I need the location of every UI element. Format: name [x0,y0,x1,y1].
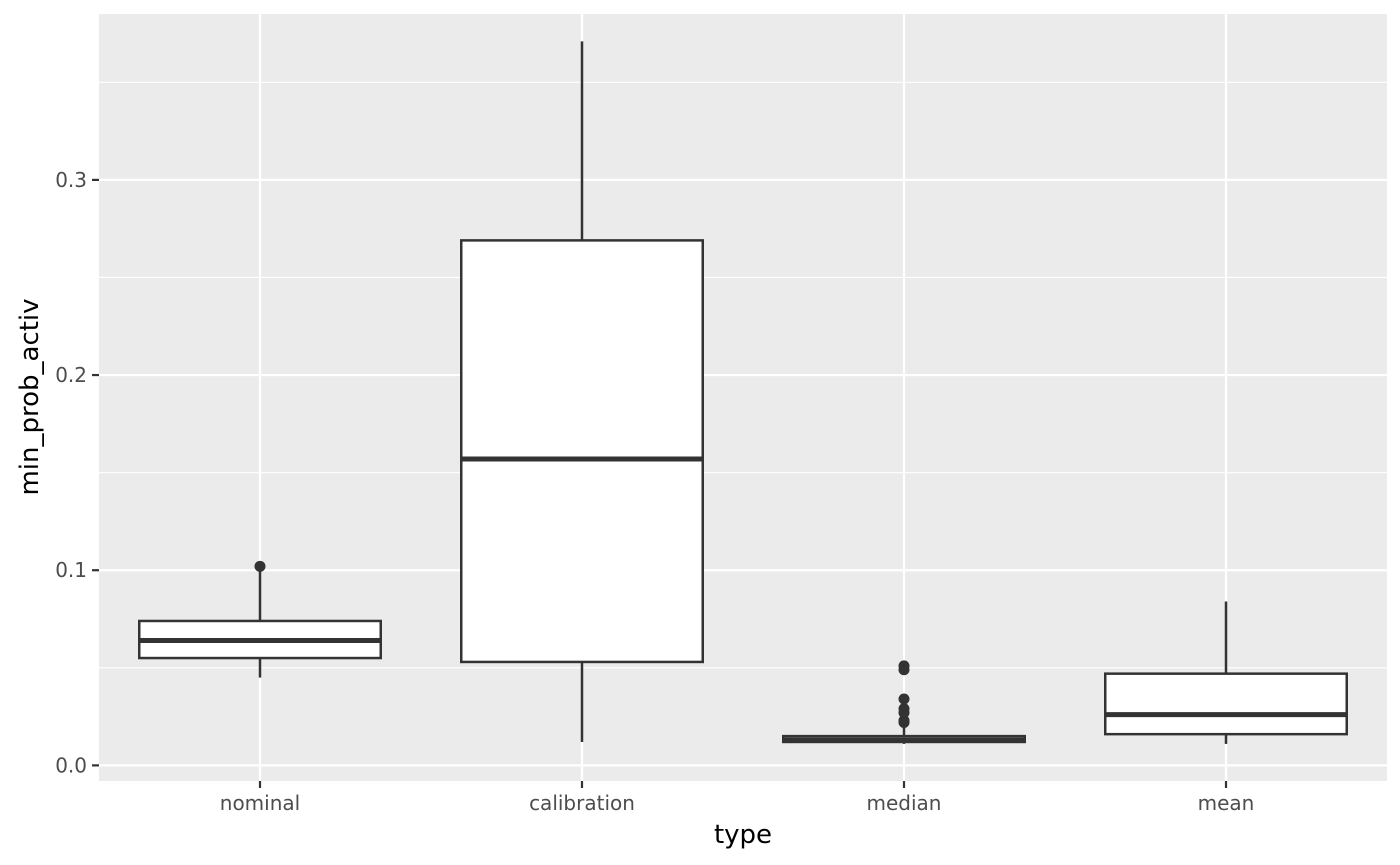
y-tick-label: 0.0 [55,753,87,777]
outlier-point [898,703,910,715]
x-axis-title: type [714,820,772,850]
x-tick-label: median [867,791,942,815]
plot-panel [99,14,1387,781]
y-tick-label: 0.3 [55,168,87,192]
outlier-point [898,714,910,726]
box-iqr [1104,672,1348,736]
outlier-point [898,693,910,705]
y-tick-label: 0.1 [55,558,87,582]
x-tick-label: mean [1198,791,1255,815]
boxes-layer [138,41,1348,744]
box-iqr [460,239,704,664]
outlier-point [898,660,910,672]
outlier-point [254,560,266,572]
box-mean [1104,601,1348,744]
box-median [782,660,1026,744]
x-tick-label: nominal [220,791,300,815]
x-axis: nominal calibration median mean [220,781,1255,815]
y-tick-label: 0.2 [55,363,87,387]
x-tick-label: calibration [529,791,635,815]
y-axis: 0.0 0.1 0.2 0.3 [55,168,99,777]
box-nominal [138,560,382,678]
minor-gridlines [99,81,1387,669]
box-calibration [460,41,704,742]
y-axis-title: min_prob_activ [15,298,45,495]
